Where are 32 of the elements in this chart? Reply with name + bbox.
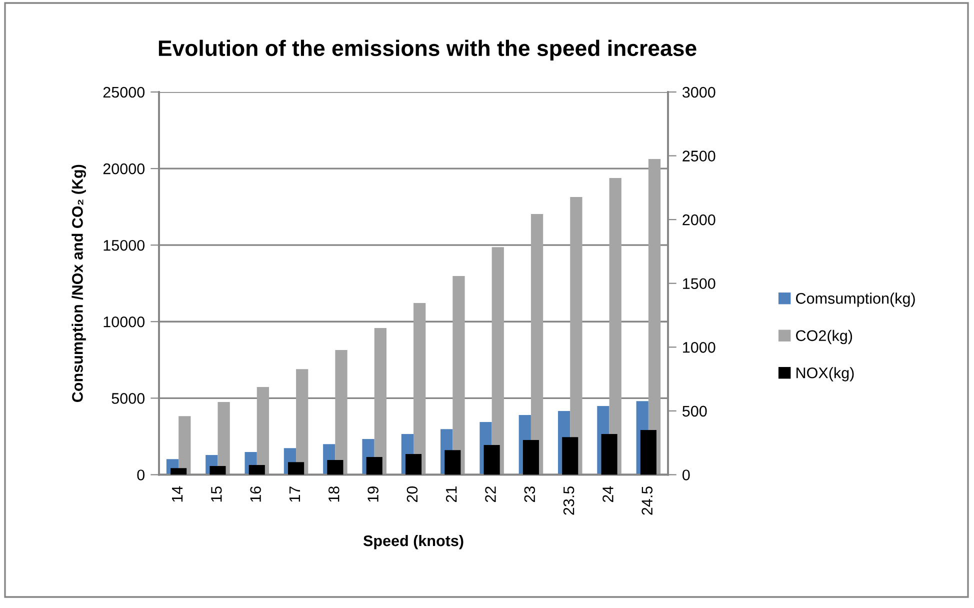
x-tick-label: 15 bbox=[211, 486, 222, 502]
y-tick-label: 0 bbox=[137, 470, 145, 480]
x-tick-label: 19 bbox=[368, 486, 378, 502]
x-tick-label: 24.5 bbox=[642, 486, 653, 515]
x-tick-label: 22 bbox=[485, 486, 496, 502]
x-tick-label: 16 bbox=[250, 486, 261, 502]
x-tick-label: 24 bbox=[602, 486, 614, 502]
y2-tick-label: 2000 bbox=[682, 214, 716, 226]
y2-tick-label: 2500 bbox=[682, 150, 716, 162]
legend-label: Comsumption(kg) bbox=[796, 292, 915, 307]
y-tick-label: 20000 bbox=[103, 163, 145, 174]
x-tick-label: 21 bbox=[446, 486, 457, 502]
y2-tick-label: 3000 bbox=[682, 86, 716, 98]
x-tick-label: 23.5 bbox=[563, 486, 574, 515]
y2-tick-label: 500 bbox=[682, 406, 707, 417]
y-tick-label: 25000 bbox=[103, 86, 145, 98]
x-tick-label: 18 bbox=[328, 486, 340, 502]
legend-label: CO2(kg) bbox=[796, 330, 852, 344]
y-tick-label: 10000 bbox=[104, 316, 145, 328]
y2-tick-label: 0 bbox=[682, 470, 690, 480]
chart-title: Evolution of the emissions with the speed increase bbox=[158, 40, 696, 60]
y-tick-label: 5000 bbox=[112, 393, 145, 404]
y-axis-title: Consumption /NOx and CO₂ (Kg) bbox=[72, 164, 86, 402]
y-tick-label: 15000 bbox=[104, 240, 145, 251]
legend-label: NOX(kg) bbox=[796, 367, 854, 382]
y2-tick-label: 1000 bbox=[683, 342, 716, 353]
y2-tick-label: 1500 bbox=[683, 278, 716, 290]
x-tick-label: 23 bbox=[524, 486, 536, 502]
x-axis-title: Speed (knots) bbox=[363, 534, 464, 550]
x-tick-label: 20 bbox=[406, 486, 418, 502]
x-tick-label: 14 bbox=[172, 486, 183, 502]
x-tick-label: 17 bbox=[289, 486, 300, 502]
